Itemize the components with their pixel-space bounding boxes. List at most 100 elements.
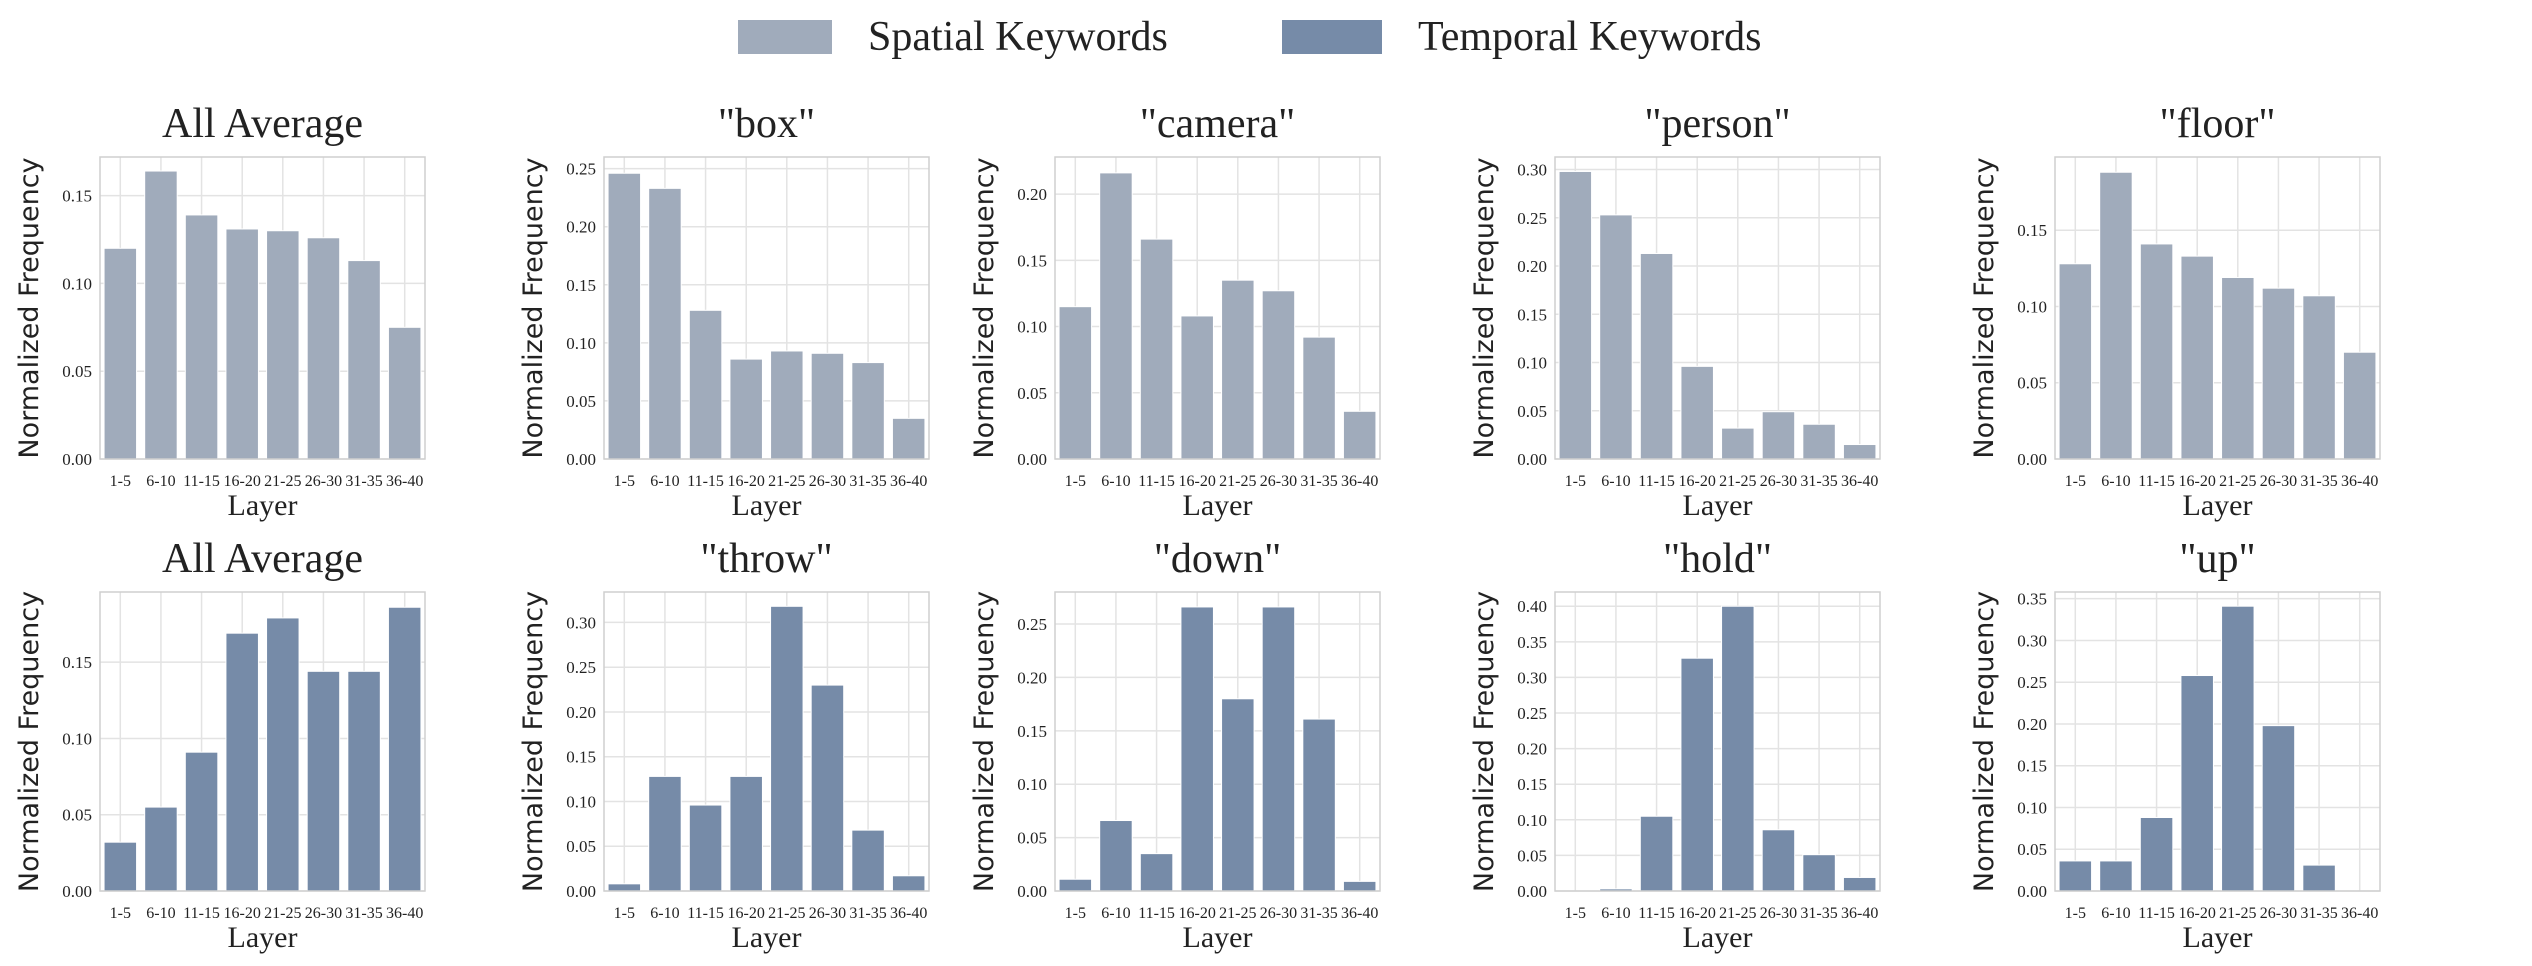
bar <box>1721 427 1755 460</box>
bar <box>1639 252 1674 460</box>
y-tick-label: 0.00 <box>2017 450 2047 469</box>
plot-frame <box>603 591 930 892</box>
bar <box>347 670 381 892</box>
y-tick-label: 0.20 <box>1017 668 1047 687</box>
bar <box>1221 279 1255 460</box>
y-tick-label: 0.00 <box>62 450 92 469</box>
chart-title: "person" <box>1644 101 1790 147</box>
bar <box>607 172 642 460</box>
x-tick-label: 31-35 <box>345 905 382 922</box>
legend: Spatial Keywords Temporal Keywords <box>738 14 1761 60</box>
x-tick-label: 11-15 <box>1138 473 1175 490</box>
x-tick-label: 26-30 <box>2260 905 2297 922</box>
x-tick-label: 36-40 <box>2341 473 2378 490</box>
y-axis-label: Normalized Frequency <box>1469 157 1500 458</box>
x-tick-label: 36-40 <box>890 905 927 922</box>
x-tick-label: 26-30 <box>1760 905 1797 922</box>
x-tick-label: 21-25 <box>1719 905 1756 922</box>
y-tick-label: 0.25 <box>566 658 596 677</box>
bar <box>387 326 422 460</box>
x-axis-label: Layer <box>2183 489 2253 522</box>
x-axis-label: Layer <box>732 489 802 522</box>
y-tick-label: 0.10 <box>1517 811 1547 830</box>
bar <box>1180 606 1214 892</box>
x-tick-label: 31-35 <box>1800 905 1837 922</box>
bar <box>1180 315 1214 460</box>
x-tick-label: 31-35 <box>2300 905 2337 922</box>
x-tick-label: 16-20 <box>1679 473 1716 490</box>
bar <box>1842 876 1877 892</box>
y-tick-label: 0.05 <box>566 392 596 411</box>
y-axis-label: Normalized Frequency <box>1969 591 2000 892</box>
bar <box>1139 238 1174 460</box>
chart-panel: 0.00 0.05 0.10 0.15 0.20 0.25 0.30 0.35 0.40 1-5 6… <box>1469 536 1881 954</box>
bar <box>1680 365 1714 460</box>
x-tick-label: 1-5 <box>2065 905 2086 922</box>
y-tick-label: 0.15 <box>2017 221 2047 240</box>
chart-panel: 0.00 0.05 0.10 0.15 1-5 6-10 11-15 16-20 21-25 26… <box>14 101 426 522</box>
x-tick-label: 31-35 <box>1300 905 1337 922</box>
x-tick-label: 21-25 <box>1719 473 1756 490</box>
x-tick-label: 16-20 <box>224 905 261 922</box>
x-tick-label: 31-35 <box>849 905 886 922</box>
bar <box>1680 657 1714 892</box>
x-tick-label: 21-25 <box>768 473 805 490</box>
x-tick-label: 11-15 <box>1138 905 1175 922</box>
x-tick-label: 6-10 <box>1601 473 1630 490</box>
y-tick-label: 0.25 <box>1517 704 1547 723</box>
bar <box>1261 606 1296 892</box>
y-tick-label: 0.05 <box>62 806 92 825</box>
y-tick-label: 0.35 <box>1517 633 1547 652</box>
y-axis-label: Normalized Frequency <box>1469 591 1500 892</box>
x-tick-label: 31-35 <box>2300 473 2337 490</box>
x-tick-label: 6-10 <box>2101 473 2130 490</box>
bar <box>2139 243 2174 460</box>
legend-label-temporal: Temporal Keywords <box>1418 14 1761 60</box>
x-axis-label: Layer <box>2183 921 2253 954</box>
bar <box>1802 423 1836 460</box>
y-tick-label: 0.40 <box>1517 597 1547 616</box>
chart-title: "box" <box>718 101 815 147</box>
y-tick-label: 0.05 <box>1517 846 1547 865</box>
x-axis-label: Layer <box>1683 921 1753 954</box>
bar <box>1099 172 1133 460</box>
x-tick-label: 26-30 <box>305 905 342 922</box>
y-tick-label: 0.20 <box>1517 740 1547 759</box>
bar <box>2342 351 2377 460</box>
x-tick-label: 1-5 <box>1565 473 1586 490</box>
bar <box>144 170 178 460</box>
y-tick-label: 0.10 <box>62 274 92 293</box>
bar <box>1842 444 1877 460</box>
bar <box>225 228 259 460</box>
bar <box>1139 853 1174 892</box>
x-tick-label: 6-10 <box>1101 905 1130 922</box>
x-tick-label: 11-15 <box>1638 905 1675 922</box>
chart-panel: 0.00 0.05 0.10 0.15 0.20 0.25 0.30 0.35 1-5 6-10 1… <box>1969 536 2381 954</box>
x-tick-label: 36-40 <box>1841 905 1878 922</box>
bar <box>729 775 763 892</box>
x-tick-label: 11-15 <box>183 473 220 490</box>
x-tick-label: 1-5 <box>614 905 635 922</box>
bar <box>1599 214 1633 460</box>
y-tick-label: 0.05 <box>2017 840 2047 859</box>
x-tick-label: 16-20 <box>1179 905 1216 922</box>
y-tick-label: 0.00 <box>1017 450 1047 469</box>
y-tick-label: 0.10 <box>1017 775 1047 794</box>
x-tick-label: 21-25 <box>2219 905 2256 922</box>
y-tick-label: 0.05 <box>1017 384 1047 403</box>
bar <box>1302 718 1336 892</box>
x-tick-label: 21-25 <box>768 905 805 922</box>
bar <box>648 187 682 460</box>
chart-title: "down" <box>1154 536 1282 582</box>
y-tick-label: 0.15 <box>566 748 596 767</box>
bar <box>1802 854 1836 892</box>
bar <box>1058 878 1093 892</box>
bar <box>184 214 219 460</box>
y-tick-label: 0.05 <box>566 837 596 856</box>
x-tick-label: 16-20 <box>728 473 765 490</box>
bar <box>688 804 723 892</box>
bar <box>851 362 885 460</box>
y-tick-label: 0.20 <box>1517 257 1547 276</box>
y-tick-label: 0.15 <box>1517 305 1547 324</box>
y-tick-label: 0.00 <box>566 450 596 469</box>
